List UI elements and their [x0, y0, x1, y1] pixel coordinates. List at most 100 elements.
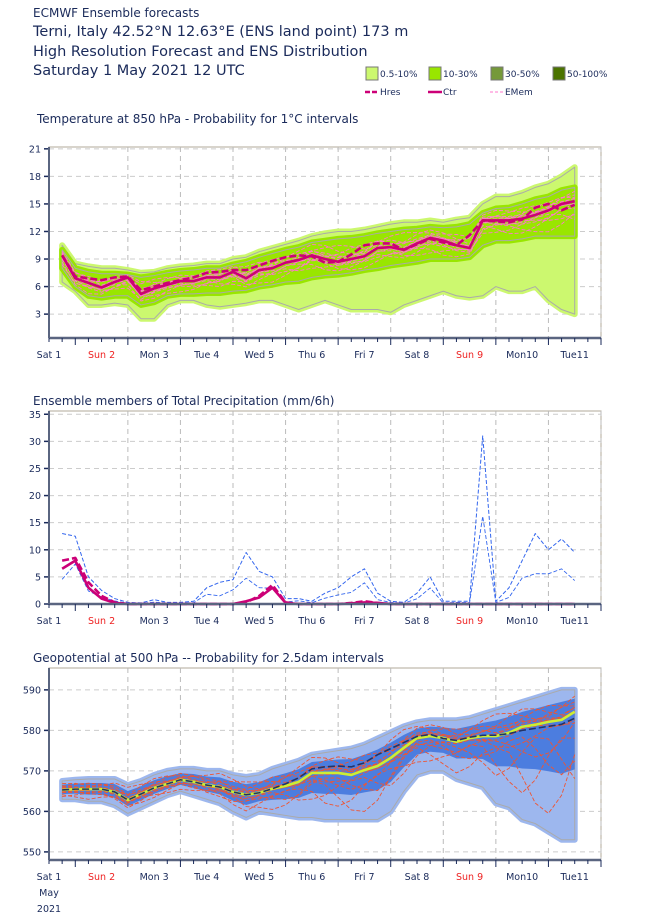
x-tick-label: Thu 6: [297, 616, 325, 627]
ensemble-member-line: [62, 722, 575, 803]
x-tick-label: Wed 5: [244, 616, 274, 627]
ensemble-member-line: [61, 198, 575, 286]
chart-title-geopotential: Geopotential at 500 hPa -- Probability f…: [33, 651, 384, 665]
y-tick-label: 6: [35, 282, 41, 293]
ensemble-member-line: [61, 190, 575, 283]
x-tick-label: Tue11: [560, 616, 589, 627]
temperature-chart: 3 6 9 12 15 18 21 Sat 1 Sun 2 Mon 3 Tue 4 Wed 5 Thu …: [29, 144, 602, 361]
y-tick-label: 3: [35, 310, 41, 321]
ensemble-member-line: [61, 212, 576, 298]
ensemble-member-line: [62, 710, 575, 800]
x-tick-label: Fri 7: [354, 350, 374, 361]
ensemble-member-line: [61, 197, 575, 290]
y-tick-label: 5: [35, 572, 41, 583]
y-tick-label: 560: [23, 807, 41, 818]
y-tick-label: 21: [29, 144, 41, 155]
header-source: ECMWF Ensemble forecasts: [33, 6, 199, 20]
geopotential-chart: 550 560 570 580 590 Sat 1 Sun 2 Mon 3 Tue 4 Wed 5…: [23, 667, 602, 883]
y-tick-label: 15: [29, 199, 41, 210]
y-tick-label: 20: [29, 491, 41, 502]
y-tick-label: 9: [35, 255, 41, 266]
x-tick-label: Sat 8: [405, 616, 430, 627]
x-tick-label: Fri 7: [354, 616, 374, 627]
y-tick-label: 590: [23, 685, 41, 696]
x-tick-label: Sun 2: [88, 616, 115, 627]
legend-label-0.5-10: 0.5-10%: [380, 70, 418, 80]
x-tick-label: Mon 3: [140, 350, 169, 361]
legend-swatch-10-30: [428, 66, 442, 81]
x-tick-label: Sun 2: [88, 872, 115, 883]
x-tick-label: Fri 7: [354, 872, 374, 883]
series-line-hres: [61, 202, 576, 292]
x-tick-label: Sat 8: [405, 350, 430, 361]
x-tick-label: Wed 5: [244, 872, 274, 883]
x-tick-label: Sun 9: [456, 616, 483, 627]
legend-label-ctr: Ctr: [443, 88, 457, 98]
probability-band-outline: [61, 186, 576, 306]
chart-title-precipitation: Ensemble members of Total Precipitation …: [33, 394, 335, 408]
legend-label-hres: Hres: [380, 88, 401, 98]
y-tick-label: 550: [23, 847, 41, 858]
x-tick-label: Sun 2: [88, 350, 115, 361]
legend-label-50-100: 50-100%: [567, 70, 608, 80]
ensemble-member-line: [62, 705, 575, 799]
x-tick-label: Sat 1: [37, 616, 62, 627]
legend-swatch-30-50: [490, 66, 504, 81]
series-line-emem: [62, 435, 576, 604]
x-tick-label: Tue 4: [193, 350, 219, 361]
ensemble-member-line: [62, 721, 576, 802]
legend-swatch-50-100: [552, 66, 566, 81]
x-tick-label: Sun 9: [456, 872, 483, 883]
probability-band-outline: [61, 689, 576, 841]
header-product: High Resolution Forecast and ENS Distrib…: [33, 44, 368, 60]
legend-label-emem: EMem: [505, 88, 533, 98]
ensemble-member-line: [62, 737, 576, 809]
x-tick-label: Mon 3: [140, 616, 169, 627]
probability-band-outline: [61, 166, 576, 320]
ensemble-member-line: [62, 737, 575, 812]
header-date: Saturday 1 May 2021 12 UTC: [33, 63, 245, 79]
x-tick-label: Thu 6: [297, 872, 325, 883]
y-tick-label: 12: [29, 227, 41, 238]
chart-title-temperature: Temperature at 850 hPa - Probability for…: [36, 112, 358, 126]
header-location: Terni, Italy 42.52°N 12.63°E (ENS land p…: [32, 24, 408, 40]
x-tick-label: Sat 1: [37, 872, 62, 883]
x-tick-label: Sun 9: [456, 350, 483, 361]
x-tick-label: Tue 4: [193, 616, 219, 627]
x-tick-label: Mon10: [506, 350, 538, 361]
x-tick-label: Wed 5: [244, 350, 274, 361]
legend: 0.5-10% 10-30% 30-50% 50-100% Hres Ctr E…: [365, 66, 608, 98]
precipitation-chart: 0 5 10 15 20 25 30 35 Sat 1 Sun 2 Mon 3 Tue 4 Wed 5 T…: [29, 410, 602, 627]
axis-year-label: 2021: [37, 904, 61, 915]
y-tick-label: 580: [23, 726, 41, 737]
legend-label-10-30: 10-30%: [443, 70, 478, 80]
ensemble-member-line: [62, 706, 575, 797]
ensemble-member-line: [61, 213, 575, 300]
legend-label-30-50: 30-50%: [505, 70, 540, 80]
x-tick-label: Tue 4: [193, 872, 219, 883]
series-line-hres: [62, 717, 576, 801]
x-tick-label: Tue11: [560, 350, 589, 361]
ensemble-member-line: [62, 707, 575, 796]
plot-area: [48, 410, 602, 605]
y-tick-label: 570: [23, 766, 41, 777]
x-tick-label: Mon10: [506, 872, 538, 883]
y-tick-label: 25: [29, 464, 41, 475]
x-tick-label: Sat 8: [405, 872, 430, 883]
x-tick-label: Mon 3: [140, 872, 169, 883]
legend-swatch-0.5-10: [365, 66, 379, 81]
ensemble-member-line: [61, 203, 575, 297]
x-tick-label: Thu 6: [297, 350, 325, 361]
x-tick-label: Mon10: [506, 616, 538, 627]
ensemble-member-line: [62, 695, 576, 790]
axis-month-label: May: [39, 888, 59, 899]
ensemble-member-line: [61, 203, 575, 297]
ensemble-member-line: [61, 207, 575, 302]
ensemble-core-band: [62, 698, 575, 807]
y-tick-label: 30: [29, 437, 41, 448]
ensemble-member-line: [62, 736, 576, 804]
y-tick-label: 18: [29, 172, 41, 183]
y-tick-label: 10: [29, 545, 41, 556]
y-tick-label: 35: [29, 410, 41, 421]
